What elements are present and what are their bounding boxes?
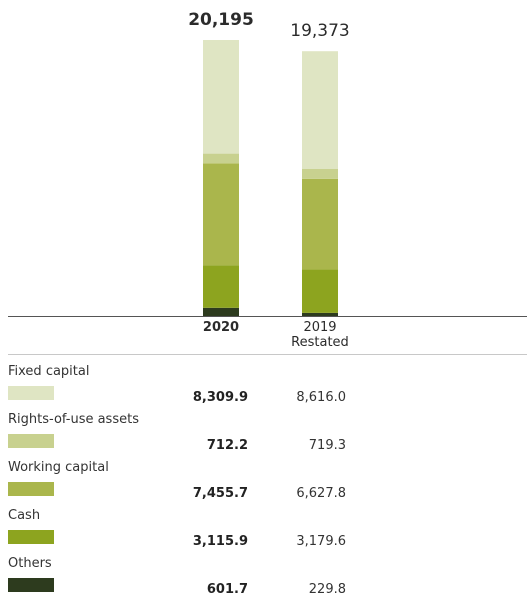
bar-segment-rights-of-use-assets-1	[302, 169, 338, 179]
legend-label-fixed-capital: Fixed capital	[8, 364, 90, 379]
bar-segment-fixed-capital-0	[203, 40, 239, 154]
legend-label-cash: Cash	[8, 508, 41, 523]
legend-swatch-rights-of-use-assets	[8, 434, 54, 448]
legend-swatch-working-capital	[8, 482, 54, 496]
value-fixed-capital-0: 8,309.9	[192, 390, 248, 405]
legend-label-rights-of-use-assets: Rights-of-use assets	[8, 412, 139, 427]
legend-label-others: Others	[8, 556, 52, 571]
category-sublabel-1: Restated	[291, 335, 349, 350]
category-label-0: 2020	[202, 320, 240, 335]
total-label-1: 19,373	[290, 21, 350, 42]
legend-separator	[8, 354, 527, 355]
bar-segment-cash-0	[203, 265, 239, 308]
value-cash-1: 3,179.6	[296, 534, 346, 549]
chart-baseline	[8, 316, 527, 317]
bar-segment-rights-of-use-assets-0	[203, 153, 239, 164]
legend-swatch-fixed-capital	[8, 386, 54, 400]
total-label-0: 20,195	[188, 10, 254, 30]
bar-segment-others-1	[302, 312, 338, 316]
value-cash-0: 3,115.9	[192, 534, 248, 549]
legend-swatch-others	[8, 578, 54, 592]
value-working-capital-1: 6,627.8	[296, 486, 346, 501]
value-rights-of-use-assets-0: 712.2	[206, 438, 248, 453]
legend-label-working-capital: Working capital	[8, 460, 109, 475]
value-rights-of-use-assets-1: 719.3	[308, 438, 346, 453]
bars-svg	[203, 40, 338, 316]
bar-segment-others-0	[203, 307, 239, 316]
bar-segment-working-capital-0	[203, 163, 239, 266]
bar-segment-working-capital-1	[302, 178, 338, 270]
legend-swatch-cash	[8, 530, 54, 544]
bar-segment-cash-1	[302, 269, 338, 313]
category-label-1: 2019	[303, 320, 337, 335]
value-fixed-capital-1: 8,616.0	[296, 390, 346, 405]
bar-segment-fixed-capital-1	[302, 51, 338, 170]
value-others-0: 601.7	[206, 582, 248, 597]
value-working-capital-0: 7,455.7	[192, 486, 248, 501]
value-others-1: 229.8	[308, 582, 346, 597]
